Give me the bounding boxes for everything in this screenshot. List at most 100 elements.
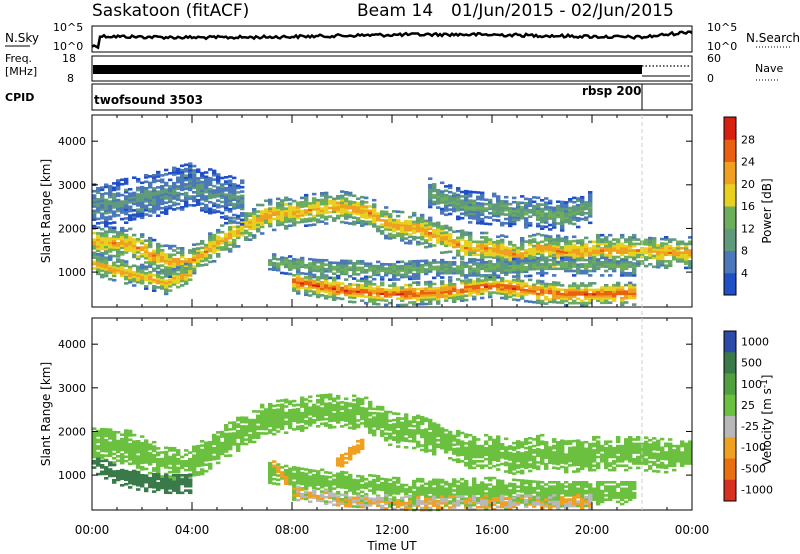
data-cell — [612, 249, 617, 252]
data-cell — [480, 202, 485, 206]
data-cell — [504, 208, 509, 212]
data-cell — [428, 289, 433, 292]
data-cell — [428, 287, 433, 290]
data-cell — [128, 462, 133, 466]
data-cell — [428, 192, 433, 196]
data-cell — [364, 284, 369, 287]
data-cell — [248, 429, 253, 433]
data-cell — [332, 276, 337, 280]
data-cell — [580, 299, 585, 303]
data-cell — [180, 184, 185, 187]
data-cell — [232, 225, 237, 229]
data-cell — [448, 228, 453, 232]
data-cell — [456, 187, 461, 190]
data-cell — [448, 433, 453, 436]
data-cell — [420, 420, 425, 423]
data-cell — [164, 212, 169, 215]
data-cell — [524, 226, 529, 229]
data-cell — [96, 247, 101, 250]
data-cell — [240, 203, 245, 206]
data-cell — [496, 255, 501, 258]
data-cell — [324, 267, 329, 271]
data-cell — [256, 229, 261, 233]
data-cell — [408, 235, 413, 239]
data-cell — [436, 300, 441, 303]
data-cell — [260, 225, 265, 229]
data-cell — [236, 429, 241, 433]
data-cell — [412, 416, 417, 419]
data-cell — [188, 177, 193, 181]
data-cell — [196, 262, 201, 265]
data-cell — [632, 290, 637, 293]
data-cell — [444, 193, 449, 197]
data-cell — [496, 280, 501, 284]
data-cell — [600, 265, 605, 268]
data-cell — [588, 256, 593, 260]
data-cell — [508, 295, 513, 299]
data-cell — [492, 251, 497, 255]
data-cell — [240, 442, 245, 446]
data-cell — [528, 261, 533, 265]
data-cell — [140, 246, 145, 249]
data-cell — [212, 457, 217, 461]
data-cell — [120, 265, 125, 269]
data-cell — [464, 279, 469, 282]
data-cell — [316, 267, 321, 271]
data-cell — [348, 206, 353, 210]
data-cell — [512, 200, 517, 204]
data-cell — [436, 428, 441, 431]
data-cell — [440, 196, 445, 200]
data-cell — [172, 455, 177, 459]
data-cell — [128, 438, 133, 442]
data-cell — [560, 250, 565, 254]
data-cell — [480, 244, 485, 248]
data-cell — [104, 207, 109, 211]
data-cell — [368, 403, 373, 406]
data-cell — [316, 269, 321, 273]
data-cell — [536, 232, 541, 236]
data-cell — [440, 201, 445, 204]
data-cell — [292, 274, 297, 277]
data-cell — [284, 259, 289, 262]
data-cell — [548, 300, 553, 304]
data-cell — [424, 272, 429, 276]
data-cell — [328, 406, 333, 410]
data-cell — [132, 191, 137, 195]
data-cell — [412, 264, 417, 267]
data-cell — [628, 292, 633, 296]
data-cell — [644, 258, 649, 261]
data-cell — [112, 461, 117, 464]
data-cell — [292, 258, 297, 261]
data-cell — [432, 422, 437, 425]
data-cell — [140, 441, 145, 445]
data-cell — [520, 195, 525, 198]
data-cell — [544, 203, 549, 207]
data-cell — [472, 460, 477, 463]
data-cell — [288, 206, 293, 210]
data-cell — [452, 207, 457, 211]
data-cell — [176, 281, 181, 285]
data-cell — [504, 297, 509, 300]
data-cell — [96, 238, 101, 242]
data-cell — [468, 440, 473, 443]
data-cell — [116, 244, 121, 247]
data-cell — [360, 268, 365, 272]
data-cell — [540, 244, 545, 248]
data-cell — [584, 301, 589, 305]
data-cell — [608, 265, 613, 268]
data-cell — [648, 239, 653, 242]
data-cell — [108, 277, 113, 281]
data-cell — [172, 468, 177, 472]
data-cell — [436, 202, 441, 205]
data-cell — [560, 284, 565, 287]
data-cell — [120, 455, 125, 458]
data-cell — [160, 253, 165, 256]
data-cell — [344, 191, 349, 194]
data-cell — [128, 247, 133, 250]
data-cell — [108, 217, 113, 221]
data-cell — [268, 411, 273, 415]
data-cell — [468, 192, 473, 196]
data-cell — [572, 248, 577, 252]
data-cell — [660, 264, 665, 267]
data-cell — [572, 235, 577, 239]
